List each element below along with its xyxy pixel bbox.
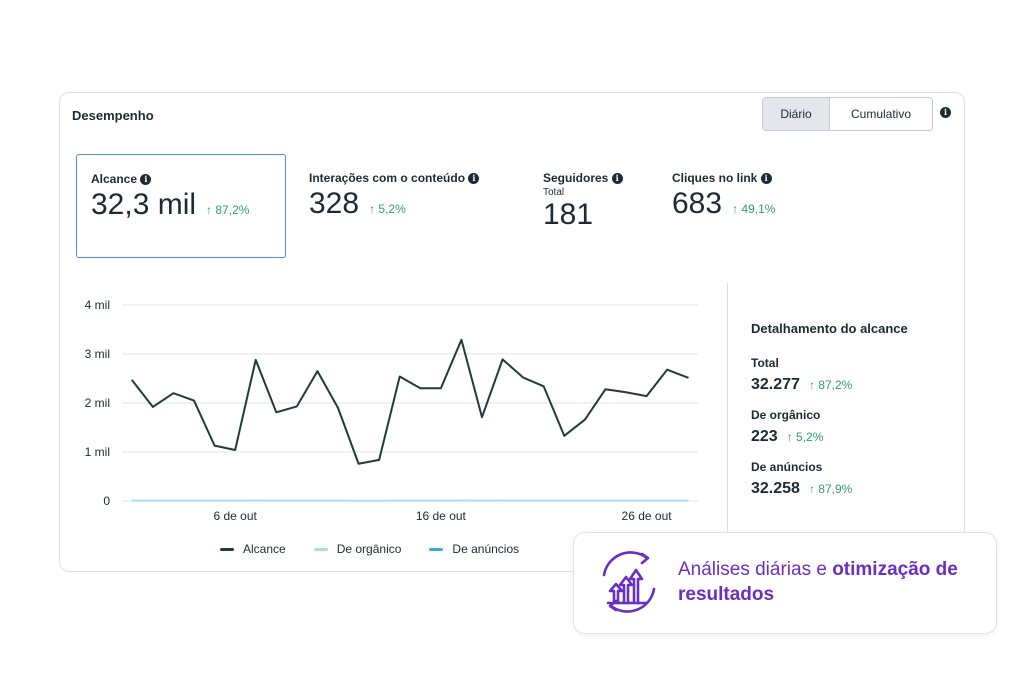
performance-card: Desempenho Diário Cumulativo i Alcance i… [59,92,965,572]
breakdown-total-value: 32.277 [751,376,800,393]
y-tick-label: 4 mil [85,298,110,312]
divider [727,283,728,533]
info-icon[interactable]: i [760,173,772,184]
breakdown-ads-value: 32.258 [751,480,800,497]
info-icon[interactable]: i [940,107,951,118]
legend-label: De orgânico [336,542,402,556]
legend-swatch [429,547,444,551]
y-tick-label: 3 mil [85,347,110,361]
x-tick-label: 16 de out [416,509,467,523]
metric-followers-label: Seguidores [543,171,609,185]
toggle-cumulative-button[interactable]: Cumulativo [830,98,932,130]
legend-swatch [220,547,234,551]
breakdown-ads-label: De anúncios [751,460,823,474]
metric-interactions-delta: ↑ 5,2% [369,202,406,216]
view-toggle: Diário Cumulativo [762,97,933,131]
legend-item-reach[interactable]: Alcance [220,542,286,556]
metric-reach-value: 32,3 mil [91,188,197,221]
y-tick-label: 2 mil [85,396,110,410]
metric-interactions-value: 328 [309,187,360,220]
metric-link-clicks-delta: ↑ 49,1% [732,202,776,216]
x-tick-label: 26 de out [622,509,673,523]
breakdown-total-label: Total [751,356,779,370]
breakdown-total: Total 32.277 ↑ 87,2% [751,356,908,394]
info-icon[interactable]: i [468,173,480,184]
y-tick-label: 0 [103,494,110,508]
info-icon[interactable]: i [140,174,152,185]
metric-reach[interactable]: Alcance i 32,3 mil ↑ 87,2% [76,154,286,258]
reach-breakdown: Detalhamento do alcance Total 32.277 ↑ 8… [751,321,908,498]
breakdown-organic: De orgânico 223 ↑ 5,2% [751,408,908,446]
promo-banner: Análises diárias e otimização de resulta… [573,532,997,634]
breakdown-organic-value: 223 [751,428,778,445]
legend-label: Alcance [243,542,286,556]
promo-text-bold: otimização de resultados [678,559,958,605]
legend-item-ads[interactable]: De anúncios [429,542,519,556]
breakdown-organic-delta: ↑ 5,2% [786,430,824,444]
chart-legend: Alcance De orgânico De anúncios [220,542,519,556]
y-tick-label: 1 mil [85,445,110,459]
metric-followers-value: 181 [543,198,594,231]
metric-followers-sub: Total [543,187,565,198]
promo-text-regular: Análises diárias e [678,559,833,580]
metric-reach-label: Alcance [91,172,138,186]
metric-link-clicks-value: 683 [672,187,723,220]
metric-followers[interactable]: Seguidores i Total 181 [543,171,623,232]
promo-text: Análises diárias e otimização de resulta… [678,557,996,607]
reach-line-chart: 0 1 mil 2 mil 3 mil 4 mil 6 de out 16 de out 26… [85,298,698,523]
series-line-alcance [131,338,689,465]
x-tick-label: 6 de out [213,509,257,523]
info-icon[interactable]: i [611,173,623,184]
card-title: Desempenho [72,108,154,123]
breakdown-ads: De anúncios 32.258 ↑ 87,9% [751,460,908,498]
legend-item-organic[interactable]: De orgânico [313,542,402,556]
legend-swatch [313,547,328,551]
breakdown-title: Detalhamento do alcance [751,321,908,336]
metric-interactions[interactable]: Interações com o conteúdo i 328 ↑ 5,2% [309,171,480,221]
breakdown-organic-label: De orgânico [751,408,821,422]
metric-link-clicks[interactable]: Cliques no link i 683 ↑ 49,1% [672,171,775,221]
metric-reach-delta: ↑ 87,2% [206,203,250,217]
legend-label: De anúncios [452,542,520,556]
toggle-daily-button[interactable]: Diário [763,98,830,130]
breakdown-ads-delta: ↑ 87,9% [808,482,853,496]
metric-interactions-label: Interações com o conteúdo [309,171,466,185]
breakdown-total-delta: ↑ 87,2% [808,378,853,392]
metric-link-clicks-label: Cliques no link [672,171,758,185]
growth-arrows-icon [602,551,656,613]
